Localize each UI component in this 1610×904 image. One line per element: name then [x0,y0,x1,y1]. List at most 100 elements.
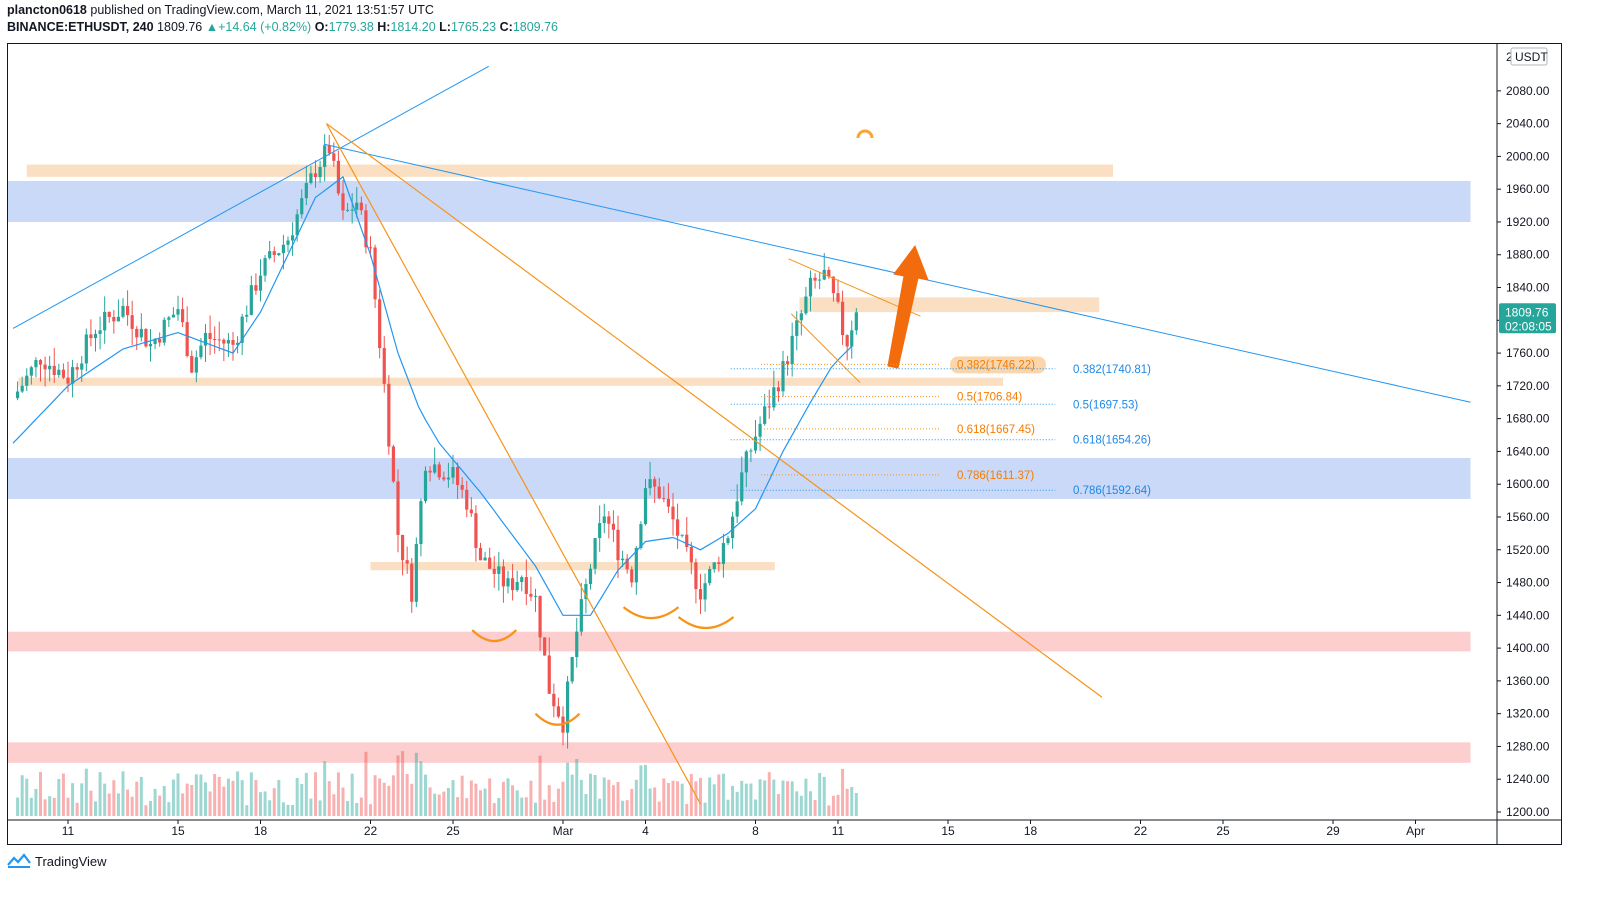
y-tick-label: 1360.00 [1506,674,1550,688]
candle-down [501,566,506,587]
candle-down [378,299,382,349]
candle-down [717,562,721,564]
resistance-zone-2 [799,297,1100,313]
fib-orange-label-0: 0.382(1746.22) [957,359,1035,371]
candle-up [598,523,602,539]
candle-up [758,423,762,437]
volume-bar [776,794,780,816]
candle-down [190,355,194,373]
open-value: 1779.38 [328,20,374,34]
volume-bar [135,781,139,816]
candle-up [808,277,813,297]
volume-bar [396,755,400,816]
volume-bar [598,798,602,816]
fib-blue-label-0: 0.382(1740.81) [1073,364,1151,376]
low-label: L: [439,20,451,34]
y-tick-label: 1280.00 [1506,739,1550,753]
volume-bar [309,798,313,816]
author-name[interactable]: plancton0618 [7,3,87,17]
low-value: 1765.23 [450,20,497,34]
candle-up [593,538,597,569]
ema-line [12,175,853,616]
candle-up [414,544,418,602]
volume-bar [694,781,698,816]
tradingview-footer[interactable]: TradingView [7,853,107,869]
support-zone-6 [8,631,1471,652]
y-tick-label: 1720.00 [1506,379,1550,393]
candle-down [474,513,478,548]
axes-layer: 1200.00 1240.00 1280.00 1320.00 1360.00 1400.… [8,44,1562,845]
volume-bar [534,802,537,816]
volume-bar [731,785,735,816]
candle-down [662,498,666,500]
candle-down [840,301,845,336]
volume-bar [149,800,152,816]
candle-down [327,145,331,154]
candle-up [721,543,726,564]
volume-bar [204,782,207,816]
candle-up [639,524,643,548]
y-tick-label: 1200.00 [1506,805,1550,819]
volume-bar [382,782,386,816]
volume-bar [419,761,423,816]
y-tick-top-partial: 2 [1506,50,1513,64]
x-tick-label: 18 [254,824,268,838]
volume-bar [570,774,574,816]
x-tick-label: Mar [553,824,574,838]
volume-bar [460,775,464,816]
y-tick-label: 1440.00 [1506,608,1550,622]
candle-up [602,516,606,524]
chart-frame[interactable] [7,43,1562,845]
volume-bar [103,783,107,816]
fib-blue-label-2: 0.618(1654.26) [1073,435,1151,447]
candle-down [478,547,483,561]
candle-up [25,375,29,386]
volume-bar [98,772,102,816]
volume-bar [116,793,120,816]
candle-up [634,547,638,583]
magnet-icon [856,129,874,139]
volume-bar [34,788,38,816]
volume-bar [52,797,56,816]
candle-up [57,369,61,375]
candle-up [350,209,354,211]
volume-bar [611,785,615,816]
candle-up [139,328,143,338]
volume-bar [744,783,748,816]
candle-down [455,467,460,486]
fib-orange-label-2: 0.618(1667.45) [957,424,1035,436]
candle-down [785,361,790,365]
volume-bar [579,779,583,816]
candle-down [611,523,616,530]
candle-up [148,344,153,347]
candle-up [98,330,102,334]
candle-up [795,320,799,336]
volume-bar [515,790,519,816]
volume-bar [428,787,432,816]
volume-bar [144,805,148,816]
volume-bar [295,777,299,816]
resistance-zone-0 [26,164,1113,177]
y-tick-label: 1520.00 [1506,543,1550,557]
volume-bar [772,779,776,816]
volume-bar [249,772,253,816]
candle-down [547,655,551,694]
candle-up [15,391,20,399]
volume-bar [552,801,556,816]
volume-bar [424,774,427,816]
candle-up [286,240,290,245]
volume-bar [291,804,295,816]
candle-up [48,365,52,370]
candle-down [373,247,377,300]
candle-up [497,566,501,574]
y-tick-label: 1240.00 [1506,772,1550,786]
volume-bar [378,778,382,816]
volume-bar [268,800,272,816]
x-tick-label: 15 [941,824,955,838]
x-tick-label: 4 [642,824,649,838]
candle-up [318,167,322,178]
candle-down [524,577,528,594]
volume-bar [685,803,689,816]
volume-bar [158,795,162,816]
